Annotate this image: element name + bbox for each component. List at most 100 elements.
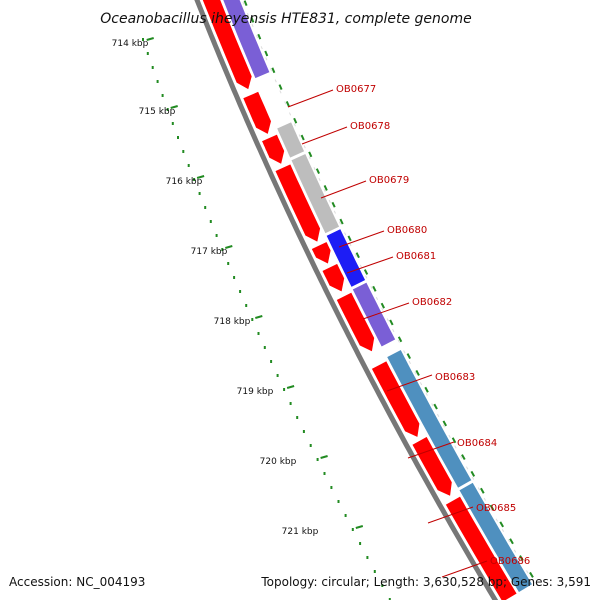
accession-text: Accession: NC_004193 bbox=[9, 575, 145, 589]
outer-tick bbox=[442, 420, 448, 427]
outer-tick bbox=[347, 235, 352, 242]
outer-tick bbox=[257, 33, 262, 40]
gene-label-ob0681[interactable]: OB0681 bbox=[396, 251, 436, 262]
gene-leader-line-9 bbox=[427, 506, 474, 524]
kbp-label-715: 715 kbp bbox=[139, 107, 176, 117]
gene-label-ob0683[interactable]: OB0683 bbox=[435, 372, 475, 383]
outer-tick bbox=[339, 218, 344, 225]
kbp-dot bbox=[227, 262, 230, 265]
outer-tick bbox=[433, 403, 438, 410]
outer-tick bbox=[380, 302, 385, 309]
gene-ob0679-block bbox=[290, 152, 341, 235]
gene-tracks bbox=[201, 0, 535, 600]
kbp-dot bbox=[359, 542, 362, 545]
kbp-dot bbox=[182, 150, 185, 153]
outer-tick bbox=[406, 353, 411, 360]
gene-leader-line-4 bbox=[338, 230, 385, 248]
forward-gene-9 bbox=[411, 435, 453, 497]
gene-label-ob0677[interactable]: OB0677 bbox=[336, 84, 376, 95]
gene-leader-line-3 bbox=[320, 180, 367, 199]
outer-tick bbox=[389, 319, 394, 326]
kbp-dot bbox=[221, 248, 224, 251]
kbp-label-718: 718 kbp bbox=[214, 317, 251, 327]
backbone-line bbox=[194, 0, 499, 600]
gene-label-ob0685[interactable]: OB0685 bbox=[476, 503, 516, 514]
outer-tick bbox=[308, 151, 313, 158]
kbp-dot bbox=[296, 416, 299, 419]
kbp-dot bbox=[204, 206, 207, 209]
kbp-tick-3 bbox=[225, 245, 233, 249]
kbp-dot bbox=[245, 304, 248, 307]
outer-tick bbox=[509, 538, 514, 545]
outer-tick bbox=[243, 0, 248, 6]
kbp-dot bbox=[142, 38, 144, 41]
forward-gene-3 bbox=[260, 133, 286, 165]
kbp-dot bbox=[187, 164, 190, 167]
gene-leader-line-6 bbox=[362, 302, 410, 320]
gene-ob0678-block bbox=[276, 121, 306, 159]
forward-gene-1 bbox=[201, 0, 253, 91]
kbp-dot bbox=[161, 94, 164, 97]
outer-tick bbox=[424, 386, 429, 393]
outer-tick bbox=[300, 134, 305, 141]
kbp-dot bbox=[366, 556, 369, 559]
kbp-label-714: 714 kbp bbox=[112, 39, 149, 49]
kbp-ticks bbox=[243, 0, 534, 578]
kbp-dot bbox=[276, 374, 279, 377]
gene-label-ob0678[interactable]: OB0678 bbox=[350, 121, 390, 132]
kbp-dot bbox=[289, 402, 292, 405]
gene-label-ob0684[interactable]: OB0684 bbox=[457, 438, 497, 449]
kbp-dot bbox=[215, 234, 218, 237]
outer-tick bbox=[271, 67, 276, 74]
gene-label-ob0680[interactable]: OB0680 bbox=[387, 225, 427, 236]
kbp-dot bbox=[233, 276, 236, 279]
gene-leader-line-7 bbox=[386, 374, 433, 392]
gene-leader-line-10 bbox=[441, 560, 488, 578]
forward-gene-10 bbox=[444, 495, 518, 600]
outer-tick bbox=[250, 17, 255, 23]
kbp-dotted-guide bbox=[142, 37, 391, 600]
gene-label-ob0686[interactable]: OB0686 bbox=[490, 556, 530, 567]
gene-ob0683-block bbox=[386, 348, 473, 489]
outer-tick bbox=[529, 571, 534, 578]
kbp-dot bbox=[198, 192, 201, 195]
kbp-dot bbox=[381, 584, 384, 587]
kbp-dot bbox=[309, 444, 312, 447]
outer-tick bbox=[278, 84, 283, 90]
kbp-dot bbox=[263, 346, 266, 349]
kbp-dot bbox=[177, 136, 179, 139]
kbp-label-721: 721 kbp bbox=[282, 527, 319, 537]
forward-gene-6 bbox=[321, 262, 346, 293]
forward-gene-8 bbox=[370, 360, 421, 439]
outer-tick bbox=[489, 504, 495, 511]
kbp-dot bbox=[151, 66, 154, 69]
gene-ob0680-block bbox=[325, 228, 367, 288]
kbp-dot bbox=[251, 318, 254, 321]
forward-gene-4 bbox=[274, 163, 321, 243]
outer-tick bbox=[397, 336, 403, 343]
kbp-dot bbox=[239, 290, 242, 293]
outer-tick bbox=[264, 50, 269, 57]
kbp-label-719: 719 kbp bbox=[237, 387, 274, 397]
topology-text: Topology: circular; Length: 3,630,528 bp… bbox=[260, 575, 591, 589]
kbp-dot bbox=[270, 360, 273, 363]
gene-label-ob0679[interactable]: OB0679 bbox=[369, 175, 409, 186]
gene-ob0677-block bbox=[222, 0, 271, 80]
kbp-dot bbox=[373, 570, 376, 573]
kbp-dot bbox=[337, 500, 340, 503]
forward-gene-5 bbox=[310, 240, 332, 265]
kbp-dot bbox=[302, 430, 305, 433]
gene-label-ob0682[interactable]: OB0682 bbox=[412, 297, 452, 308]
kbp-tick-4 bbox=[255, 315, 263, 319]
outer-tick bbox=[470, 470, 476, 477]
outer-tick bbox=[415, 369, 420, 376]
outer-tick bbox=[499, 521, 504, 528]
kbp-dot bbox=[388, 598, 391, 600]
forward-gene-2 bbox=[242, 90, 272, 136]
kbp-label-717: 717 kbp bbox=[191, 247, 228, 257]
kbp-dot bbox=[283, 388, 286, 391]
kbp-dot bbox=[209, 220, 212, 223]
kbp-tick-0 bbox=[146, 37, 154, 41]
